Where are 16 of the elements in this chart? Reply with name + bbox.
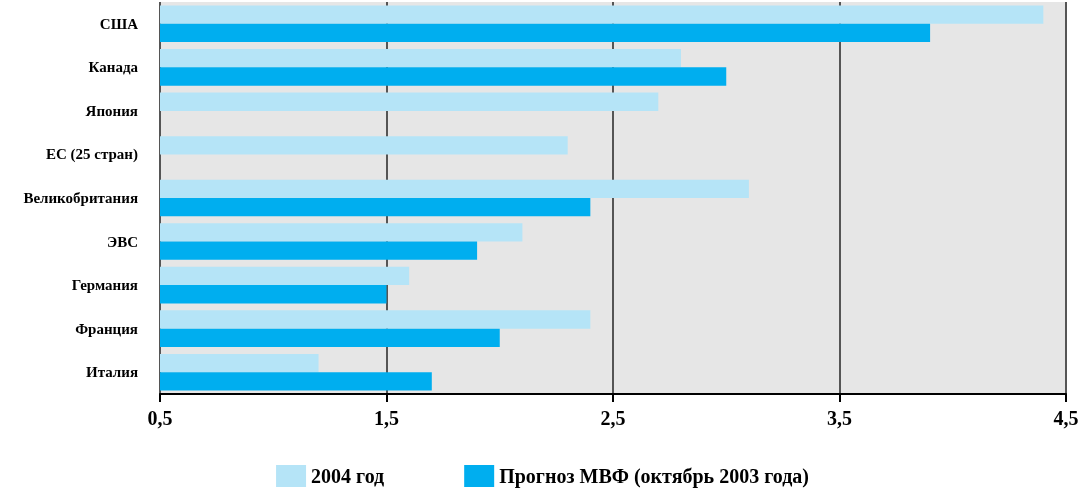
x-tick-label: 2,5 xyxy=(600,407,626,429)
y-tick-label: Япония xyxy=(85,102,138,119)
y-tick-label: Италия xyxy=(85,364,138,381)
y-tick-label: Франция xyxy=(75,320,138,337)
x-tick-label: 3,5 xyxy=(827,407,852,429)
x-tick-label: 0,5 xyxy=(147,407,173,429)
y-tick-label: США xyxy=(99,15,139,32)
y-tick-label: Великобритания xyxy=(23,190,138,206)
x-tick-label: 4,5 xyxy=(1053,407,1079,429)
legend-label: 2004 год xyxy=(311,465,385,487)
y-tick-label: ЕС (25 стран) xyxy=(45,146,138,164)
y-tick-label: Канада xyxy=(88,59,139,76)
y-tick-label: Германия xyxy=(71,277,138,294)
y-tick-label: ЭВС xyxy=(106,233,138,250)
legend-label: Прогноз МВФ (октябрь 2003 года) xyxy=(499,465,809,488)
x-tick-label: 1,5 xyxy=(374,407,399,429)
